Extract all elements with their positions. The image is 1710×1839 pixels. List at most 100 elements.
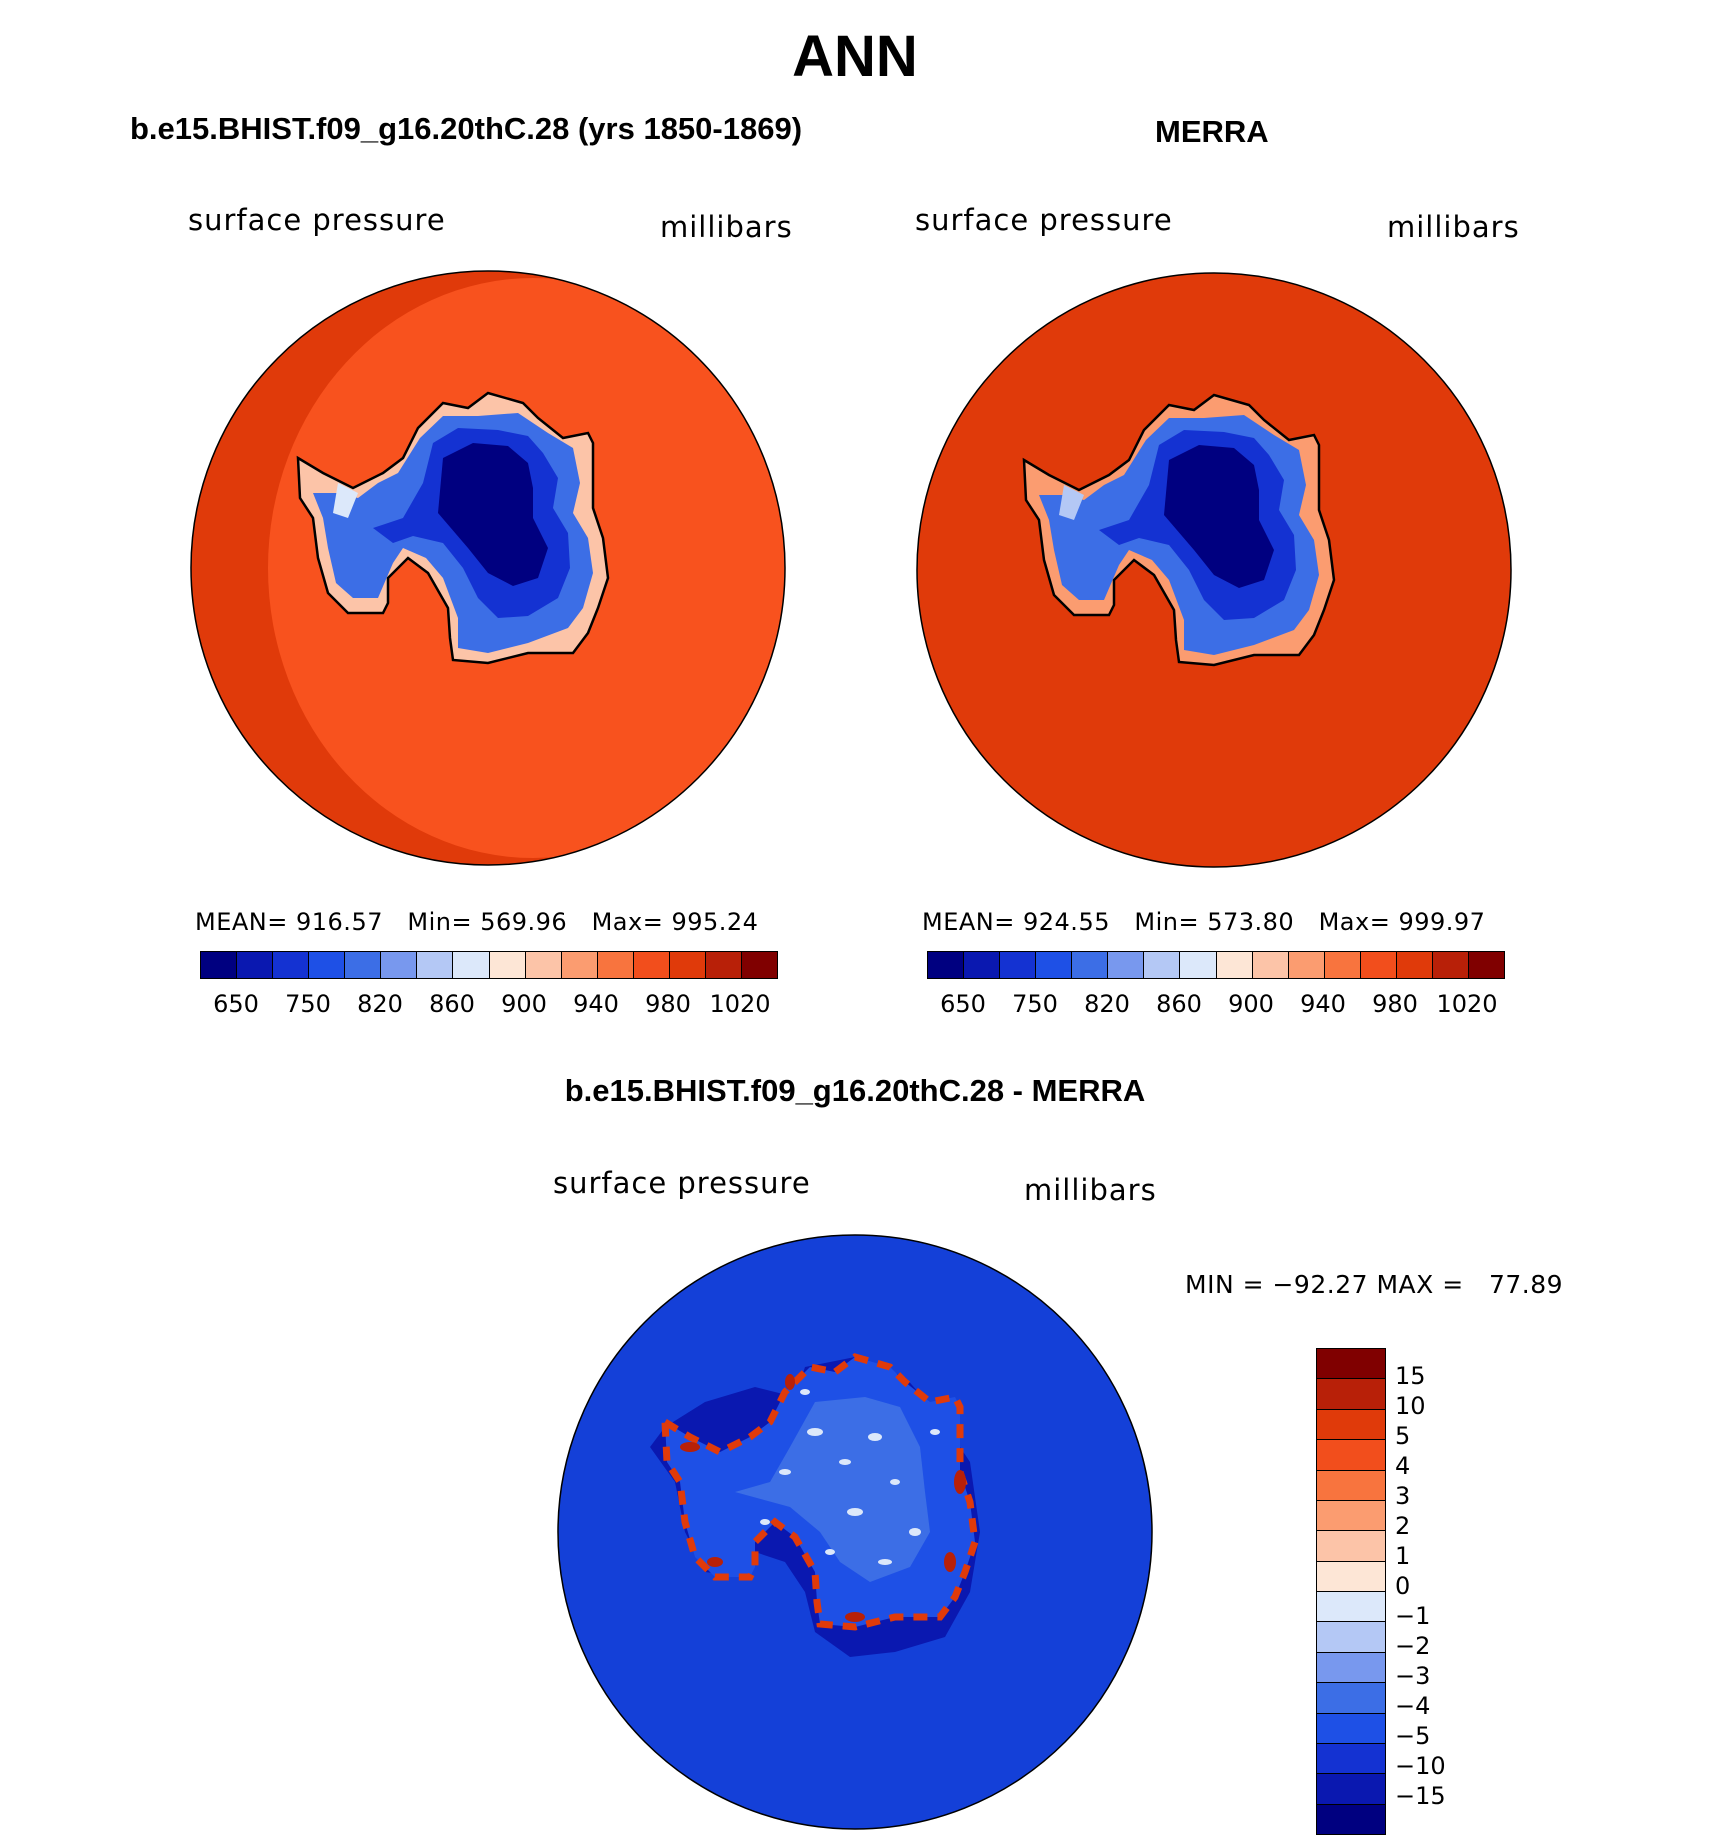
colorbar-swatch [1317,1440,1385,1471]
colorbar-tick: 0 [1395,1572,1411,1600]
model-max-value: 995.24 [671,908,759,936]
colorbar-swatch [928,952,965,978]
merra-peninsula-low [1059,485,1084,520]
colorbar-tick: 940 [573,990,619,1018]
merra-max-label: Max= [1318,908,1391,936]
merra-mean-label: MEAN= [922,908,1015,936]
colorbar-swatch [417,952,454,978]
colorbar-swatch [669,952,706,978]
model-ice-plateau [438,443,548,586]
model-min-label: Min= [407,908,473,936]
model-map-border [190,270,786,866]
colorbar-tick: 980 [645,990,691,1018]
model-peninsula-low [333,483,358,518]
colorbar-tick: 750 [1012,990,1058,1018]
model-variable-label: surface pressure [188,203,446,237]
model-colorbar [200,951,778,979]
colorbar-tick: 900 [1228,990,1274,1018]
colorbar-swatch [237,952,274,978]
merra-map-border [916,272,1512,868]
diff-coastal-positive-spots [680,1374,966,1622]
model-polar-map [190,270,786,866]
colorbar-swatch [1432,952,1469,978]
colorbar-swatch [1317,1743,1385,1775]
diff-interior-speckle [760,1389,940,1565]
colorbar-swatch [1317,1683,1385,1714]
merra-colorbar-ticks: 650 750 820 860 900 940 980 1020 [927,990,1503,1020]
colorbar-swatch [1396,952,1433,978]
merra-stats-text: MEAN= 924.55 Min= 573.80 Max= 999.97 [922,908,1485,936]
colorbar-tick: 15 [1395,1362,1426,1390]
colorbar-swatch [201,952,238,978]
diff-panel-title: b.e15.BHIST.f09_g16.20thC.28 - MERRA [564,1073,1146,1108]
merra-colorbar [927,951,1505,979]
model-units-label: millibars [660,210,793,244]
colorbar-swatch [1317,1592,1385,1623]
colorbar-tick: 5 [1395,1422,1411,1450]
colorbar-swatch [1317,1379,1385,1410]
colorbar-swatch [1317,1713,1385,1744]
colorbar-swatch [1360,952,1397,978]
colorbar-swatch [453,952,490,978]
colorbar-swatch [705,952,742,978]
colorbar-swatch [1468,952,1504,978]
merra-polar-map [916,272,1512,868]
colorbar-tick: 3 [1395,1482,1411,1510]
diff-variable-label: surface pressure [553,1166,811,1200]
colorbar-tick: 900 [501,990,547,1018]
diff-minmax-text: MIN = −92.27 MAX = 77.89 [1185,1270,1564,1299]
colorbar-swatch [741,952,777,978]
merra-units-label: millibars [1387,210,1520,244]
colorbar-swatch [1317,1804,1385,1834]
figure-title: ANN [792,24,918,89]
colorbar-swatch [273,952,310,978]
colorbar-swatch [489,952,526,978]
colorbar-tick: 4 [1395,1452,1411,1480]
colorbar-tick: 820 [357,990,403,1018]
colorbar-tick: −4 [1395,1692,1431,1720]
model-mean-label: MEAN= [195,908,288,936]
colorbar-tick: −3 [1395,1662,1431,1690]
diff-antarctica-field [661,1353,979,1631]
colorbar-tick: 1020 [1436,990,1498,1018]
merra-ice-plateau [1164,445,1274,588]
model-panel-title: b.e15.BHIST.f09_g16.20thC.28 (yrs 1850-1… [130,111,803,146]
colorbar-tick: 2 [1395,1512,1411,1540]
colorbar-swatch [1144,952,1181,978]
colorbar-tick: 980 [1372,990,1418,1018]
colorbar-tick: −2 [1395,1632,1431,1660]
colorbar-swatch [1317,1409,1385,1441]
colorbar-swatch [1180,952,1217,978]
colorbar-swatch [633,952,670,978]
colorbar-swatch [1317,1622,1385,1653]
diff-coastal-positive-band [661,1353,979,1631]
colorbar-tick: −1 [1395,1602,1431,1630]
colorbar-swatch [964,952,1001,978]
merra-max-value: 999.97 [1398,908,1486,936]
colorbar-tick: 1020 [709,990,771,1018]
colorbar-tick: −10 [1395,1752,1446,1780]
model-min-value: 569.96 [480,908,568,936]
diff-colorbar-ticks: 15 10 5 4 3 2 1 0 −1 −2 −3 −4 −5 −10 −15 [1395,1348,1515,1833]
model-mean-value: 916.57 [296,908,383,936]
colorbar-swatch [309,952,346,978]
diff-interior-band [735,1397,930,1582]
model-colorbar-ticks: 650 750 820 860 900 940 980 1020 [200,990,776,1020]
model-stats-text: MEAN= 916.57 Min= 569.96 Max= 995.24 [195,908,758,936]
colorbar-swatch [1317,1652,1385,1684]
colorbar-tick: 1 [1395,1542,1411,1570]
colorbar-swatch [597,952,634,978]
colorbar-tick: 750 [285,990,331,1018]
colorbar-swatch [1000,952,1037,978]
model-max-label: Max= [591,908,664,936]
colorbar-swatch [1317,1561,1385,1592]
diff-map-border [557,1234,1153,1830]
colorbar-tick: −5 [1395,1722,1431,1750]
diff-polar-map [557,1234,1153,1830]
colorbar-swatch [1317,1470,1385,1501]
colorbar-tick: 650 [940,990,986,1018]
colorbar-tick: 820 [1084,990,1130,1018]
colorbar-swatch [1324,952,1361,978]
merra-panel-title: MERRA [1155,114,1269,149]
colorbar-swatch [345,952,382,978]
